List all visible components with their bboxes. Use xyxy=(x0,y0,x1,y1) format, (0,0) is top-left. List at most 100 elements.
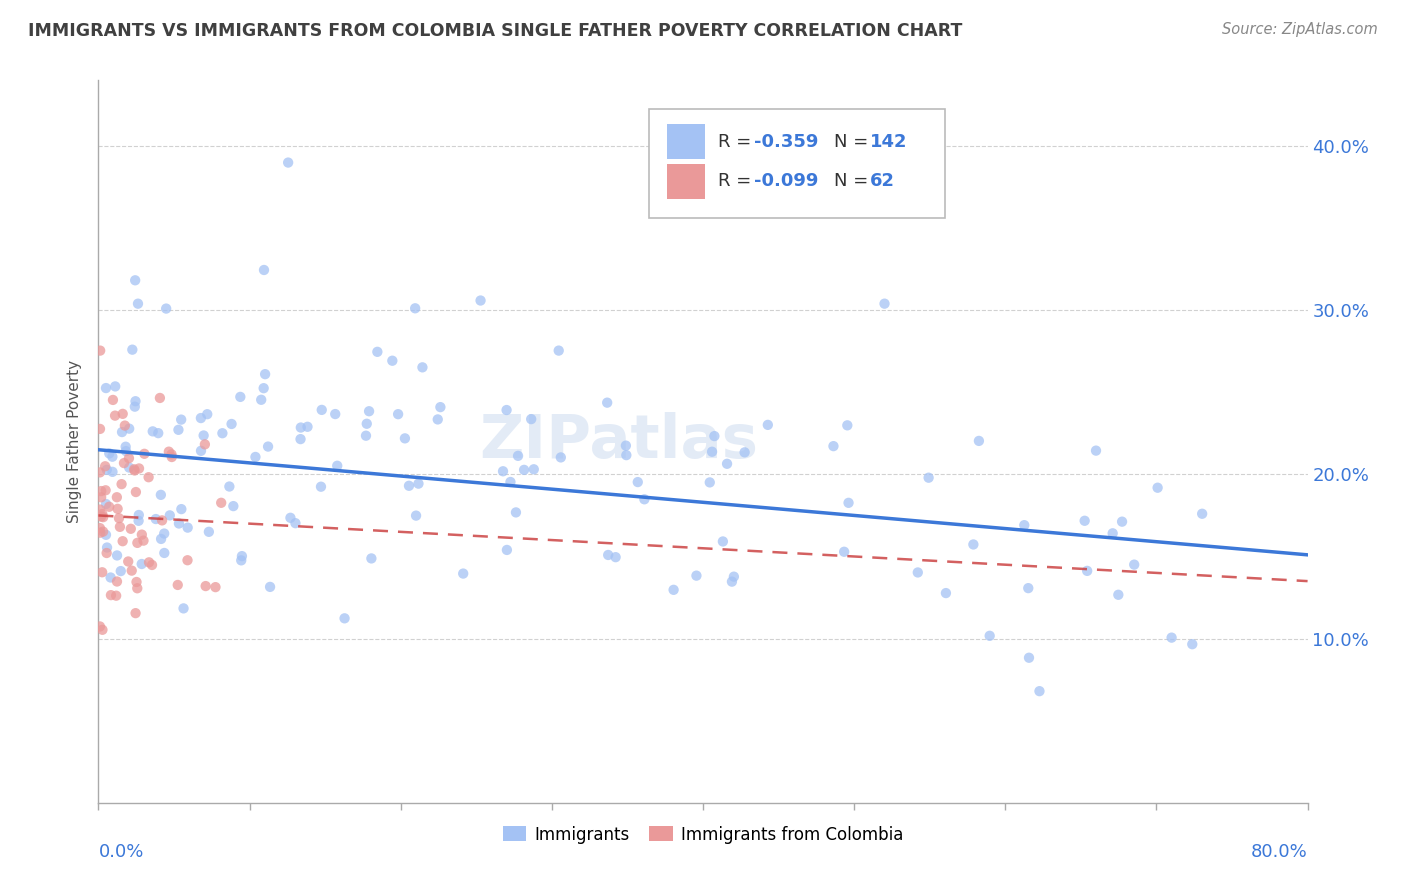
Point xyxy=(101,392,124,407)
Point xyxy=(253,381,276,395)
Point xyxy=(127,581,149,595)
Point xyxy=(91,510,114,524)
Point xyxy=(231,549,253,563)
Point xyxy=(108,520,131,534)
Point xyxy=(94,528,117,542)
Point xyxy=(499,475,522,489)
Point xyxy=(1018,650,1040,665)
Point xyxy=(124,400,146,414)
Point xyxy=(496,543,519,558)
Point xyxy=(245,450,267,464)
Point xyxy=(917,471,939,485)
Point xyxy=(114,418,136,433)
Point xyxy=(633,492,655,507)
Point xyxy=(356,417,378,431)
Point xyxy=(128,508,150,522)
Point xyxy=(222,499,245,513)
Point xyxy=(1111,515,1133,529)
Point xyxy=(627,475,650,489)
Point xyxy=(699,475,721,490)
Point xyxy=(967,434,990,448)
Point xyxy=(398,479,420,493)
Point xyxy=(326,458,349,473)
Point xyxy=(166,578,188,592)
Point xyxy=(131,527,153,541)
Point xyxy=(290,420,312,434)
Point xyxy=(124,463,146,477)
Point xyxy=(429,400,451,414)
Point xyxy=(90,484,112,499)
Point xyxy=(90,491,112,505)
Point xyxy=(127,296,149,310)
Text: ZIPatlas: ZIPatlas xyxy=(479,412,758,471)
Point xyxy=(1085,443,1108,458)
Text: R =: R = xyxy=(717,133,756,151)
Point xyxy=(394,431,416,445)
Point xyxy=(160,450,183,464)
Point xyxy=(721,574,744,589)
Point xyxy=(195,407,218,421)
Point xyxy=(259,580,281,594)
Point xyxy=(138,555,160,569)
Point xyxy=(117,554,139,568)
Point xyxy=(134,447,156,461)
FancyBboxPatch shape xyxy=(666,164,706,199)
Point xyxy=(111,407,134,421)
Point xyxy=(470,293,492,308)
Point xyxy=(104,409,127,423)
Point xyxy=(124,273,146,287)
Point xyxy=(354,428,377,442)
Point xyxy=(411,360,433,375)
Point xyxy=(1028,684,1050,698)
Point xyxy=(121,343,143,357)
Point xyxy=(148,426,170,441)
Point xyxy=(101,450,124,464)
Point xyxy=(193,428,215,442)
Point xyxy=(703,429,725,443)
Point xyxy=(155,301,177,316)
Point xyxy=(231,553,253,567)
Point xyxy=(838,496,860,510)
Point xyxy=(94,459,117,474)
Point xyxy=(167,516,190,531)
Point xyxy=(110,564,132,578)
Point xyxy=(176,553,198,567)
Point xyxy=(907,566,929,580)
Point xyxy=(280,510,302,524)
Point xyxy=(153,526,176,541)
Point xyxy=(1146,481,1168,495)
Point xyxy=(1073,514,1095,528)
Point xyxy=(101,465,124,479)
Point xyxy=(979,629,1001,643)
Point xyxy=(297,419,319,434)
Point xyxy=(823,439,845,453)
Point xyxy=(426,412,449,426)
Point xyxy=(100,570,122,584)
Text: 0.0%: 0.0% xyxy=(98,843,143,861)
Point xyxy=(91,623,114,637)
Point xyxy=(1017,581,1039,595)
Point xyxy=(104,379,127,393)
Point xyxy=(115,444,138,458)
Point xyxy=(112,456,135,470)
Point xyxy=(290,432,312,446)
Point xyxy=(111,534,134,549)
Point xyxy=(157,444,180,458)
Point xyxy=(111,425,134,439)
Point xyxy=(125,485,148,500)
Point xyxy=(832,545,855,559)
Point xyxy=(94,483,117,498)
Text: 80.0%: 80.0% xyxy=(1251,843,1308,861)
Point xyxy=(756,417,779,432)
Point xyxy=(89,502,111,516)
Point xyxy=(160,447,183,461)
Point xyxy=(176,521,198,535)
Point xyxy=(505,505,527,519)
Point xyxy=(89,422,111,436)
Point xyxy=(257,440,280,454)
Point xyxy=(250,392,273,407)
Point xyxy=(98,500,121,514)
Text: 62: 62 xyxy=(870,172,894,190)
Point xyxy=(211,426,233,441)
Point xyxy=(506,449,529,463)
